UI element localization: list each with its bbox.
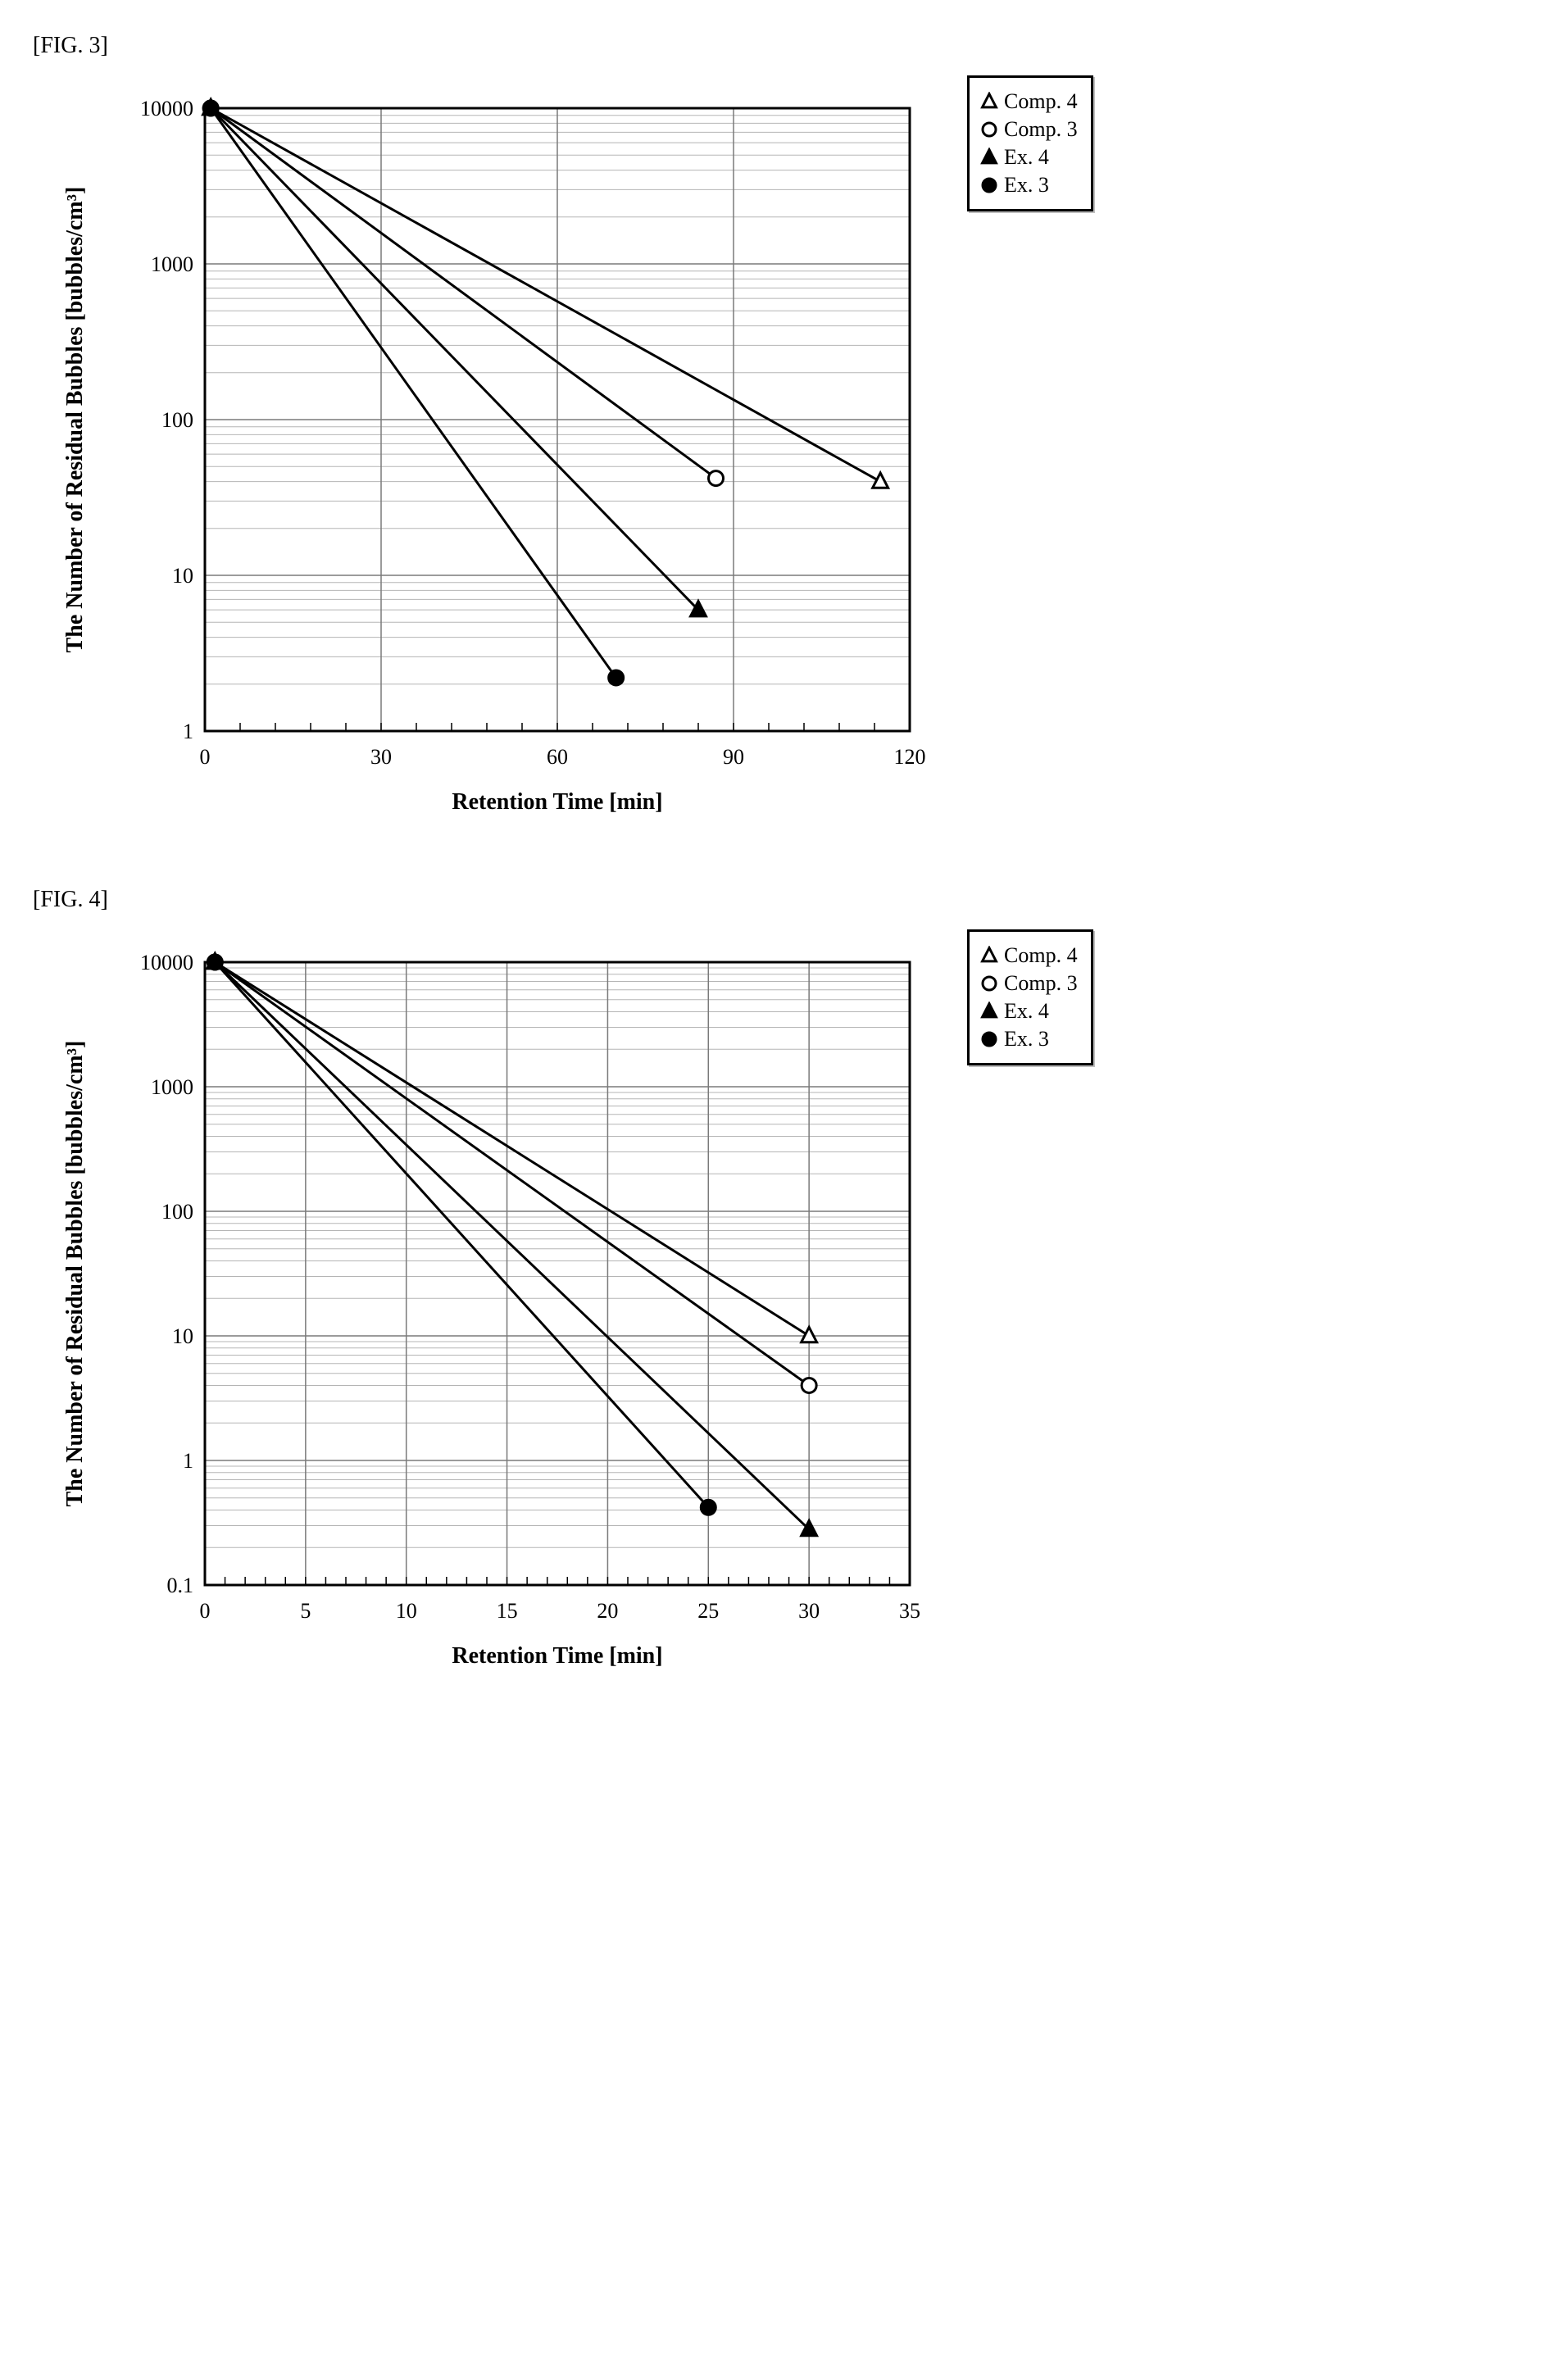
circle-open-icon — [979, 120, 999, 139]
triangle-filled-icon — [979, 148, 999, 167]
svg-text:10000: 10000 — [140, 97, 193, 120]
svg-text:0: 0 — [200, 745, 211, 769]
svg-text:90: 90 — [723, 745, 744, 769]
circle-open-icon — [979, 974, 999, 993]
figure-4-svg: 0.1 1 10 100 1000 10000 0 5 10 15 20 25 30 35 The Numb… — [33, 929, 943, 1692]
circle-open-icon — [802, 1378, 816, 1392]
figure-3-legend: Comp. 4 Comp. 3 Ex. 4 Ex. 3 — [967, 75, 1093, 211]
triangle-open-icon — [979, 946, 999, 965]
legend-item: Ex. 4 — [979, 145, 1078, 170]
y-axis-label: The Number of Residual Bubbles [bubbles/… — [62, 187, 88, 653]
svg-text:35: 35 — [899, 1599, 920, 1623]
svg-text:1: 1 — [183, 720, 193, 743]
svg-text:10: 10 — [172, 1324, 193, 1348]
svg-text:30: 30 — [370, 745, 392, 769]
figure-4-legend: Comp. 4 Comp. 3 Ex. 4 Ex. 3 — [967, 929, 1093, 1065]
triangle-filled-icon — [979, 1002, 999, 1021]
legend-label: Comp. 4 — [1004, 89, 1078, 114]
svg-text:120: 120 — [894, 745, 926, 769]
figure-4-row: 0.1 1 10 100 1000 10000 0 5 10 15 20 25 30 35 The Numb… — [33, 929, 1516, 1692]
legend-label: Ex. 3 — [1004, 173, 1049, 198]
x-axis-label: Retention Time [min] — [452, 1643, 662, 1669]
figure-3-label: [FIG. 3] — [33, 33, 1516, 59]
figure-4-label: [FIG. 4] — [33, 887, 1516, 913]
circle-filled-icon — [979, 175, 999, 195]
svg-text:25: 25 — [697, 1599, 719, 1623]
svg-text:1: 1 — [183, 1449, 193, 1473]
svg-text:30: 30 — [798, 1599, 820, 1623]
x-axis-label: Retention Time [min] — [452, 789, 662, 815]
figure-3-svg: 1 10 100 1000 10000 0 30 60 90 120 The Number of R… — [33, 75, 943, 838]
triangle-open-icon — [979, 92, 999, 111]
circle-filled-icon — [979, 1029, 999, 1049]
svg-text:15: 15 — [497, 1599, 518, 1623]
legend-item: Ex. 4 — [979, 999, 1078, 1024]
svg-text:100: 100 — [161, 408, 193, 432]
svg-text:0: 0 — [200, 1599, 211, 1623]
legend-label: Ex. 4 — [1004, 999, 1049, 1024]
legend-label: Comp. 3 — [1004, 971, 1078, 996]
svg-text:20: 20 — [597, 1599, 618, 1623]
circle-open-icon — [709, 471, 724, 486]
svg-text:10000: 10000 — [140, 951, 193, 974]
svg-text:10: 10 — [172, 564, 193, 588]
legend-label: Comp. 3 — [1004, 117, 1078, 142]
svg-text:1000: 1000 — [151, 1075, 193, 1099]
svg-text:60: 60 — [547, 745, 568, 769]
figure-3-chart: 1 10 100 1000 10000 0 30 60 90 120 The Number of R… — [33, 75, 943, 838]
legend-label: Ex. 3 — [1004, 1027, 1049, 1051]
legend-label: Comp. 4 — [1004, 943, 1078, 968]
legend-item: Comp. 3 — [979, 971, 1078, 996]
svg-text:10: 10 — [396, 1599, 417, 1623]
circle-filled-icon — [207, 955, 222, 970]
circle-filled-icon — [203, 101, 218, 116]
svg-text:0.1: 0.1 — [167, 1574, 194, 1597]
svg-text:5: 5 — [300, 1599, 311, 1623]
figure-4-block: [FIG. 4] 0.1 1 10 100 1000 10000 0 5 10 15 20 25 30 3… — [33, 887, 1516, 1692]
legend-label: Ex. 4 — [1004, 145, 1049, 170]
legend-item: Ex. 3 — [979, 1027, 1078, 1051]
circle-filled-icon — [609, 670, 624, 685]
legend-item: Comp. 4 — [979, 943, 1078, 968]
figure-3-row: 1 10 100 1000 10000 0 30 60 90 120 The Number of R… — [33, 75, 1516, 838]
svg-text:1000: 1000 — [151, 252, 193, 276]
legend-item: Comp. 3 — [979, 117, 1078, 142]
circle-filled-icon — [701, 1500, 715, 1515]
figure-4-chart: 0.1 1 10 100 1000 10000 0 5 10 15 20 25 30 35 The Numb… — [33, 929, 943, 1692]
legend-item: Comp. 4 — [979, 89, 1078, 114]
y-axis-label: The Number of Residual Bubbles [bubbles/… — [62, 1041, 88, 1507]
figure-3-block: [FIG. 3] 1 10 100 1000 10000 0 30 60 90 120 The Nu… — [33, 33, 1516, 838]
legend-item: Ex. 3 — [979, 173, 1078, 198]
svg-text:100: 100 — [161, 1200, 193, 1224]
